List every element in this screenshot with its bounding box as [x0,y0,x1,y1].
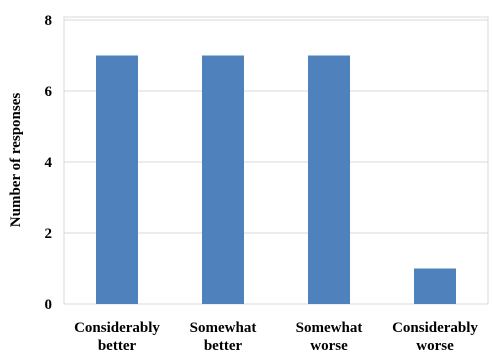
x-category-labels: Considerably better Somewhat better Somewhat… [74,320,478,353]
y-tick-labels: 0 2 4 6 8 [45,13,53,313]
bar [414,268,456,304]
x-category-label: Somewhat [296,320,363,336]
bar [202,55,244,304]
x-category-label: worse [416,338,454,353]
bar [96,55,138,304]
x-category-label: worse [310,338,348,353]
y-tick-label: 4 [45,155,53,171]
bar [308,55,350,304]
y-tick-label: 8 [45,13,53,29]
y-tick-label: 2 [45,226,53,242]
x-category-label: Somewhat [190,320,257,336]
x-category-label: Considerably [74,320,160,336]
x-category-label: better [98,338,137,353]
x-category-label: Considerably [392,320,478,336]
y-axis-title: Number of responses [8,93,24,228]
bars [96,55,456,304]
x-category-label: better [204,338,243,353]
y-tick-label: 0 [45,297,53,313]
y-tick-label: 6 [45,84,53,100]
